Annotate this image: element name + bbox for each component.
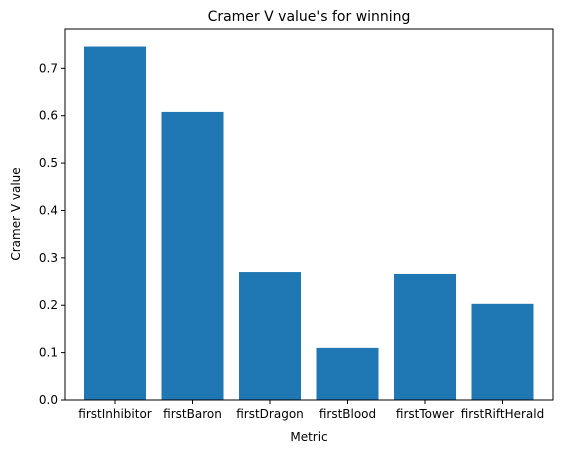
bar-firstTower [394, 273, 456, 400]
y-tick-label: 0.5 [39, 156, 58, 170]
bars-group [84, 46, 534, 401]
y-tick-label: 0.7 [39, 61, 58, 75]
bar-firstBlood [316, 347, 379, 400]
x-tick-label: firstInhibitor [78, 407, 152, 421]
plot-frame [64, 28, 554, 401]
x-tick-label: firstRiftHerald [461, 407, 544, 421]
x-tick-label: firstBaron [163, 407, 222, 421]
x-axis-label: Metric [290, 430, 327, 444]
y-tick-label: 0.0 [39, 393, 58, 407]
x-tick-label: firstBlood [319, 407, 376, 421]
y-tick-label: 0.2 [39, 298, 58, 312]
bar-firstDragon [239, 272, 301, 400]
bar-firstInhibitor [84, 46, 146, 401]
x-axis-ticks: firstInhibitor firstBaron firstDragon first… [78, 400, 544, 421]
bar-firstRiftHerald [471, 303, 534, 400]
y-tick-label: 0.6 [39, 109, 58, 123]
y-axis-label: Cramer V value [9, 167, 23, 260]
x-tick-label: firstTower [396, 407, 454, 421]
chart-title: Cramer V value's for winning [208, 9, 411, 25]
y-tick-label: 0.1 [39, 346, 58, 360]
y-tick-label: 0.4 [39, 203, 58, 217]
y-axis-ticks: 0.0 0.1 0.2 0.3 0.4 0.5 0.6 0.7 [39, 61, 65, 407]
x-tick-label: firstDragon [236, 407, 304, 421]
bar-firstBaron [161, 111, 224, 400]
y-tick-label: 0.3 [39, 251, 58, 265]
